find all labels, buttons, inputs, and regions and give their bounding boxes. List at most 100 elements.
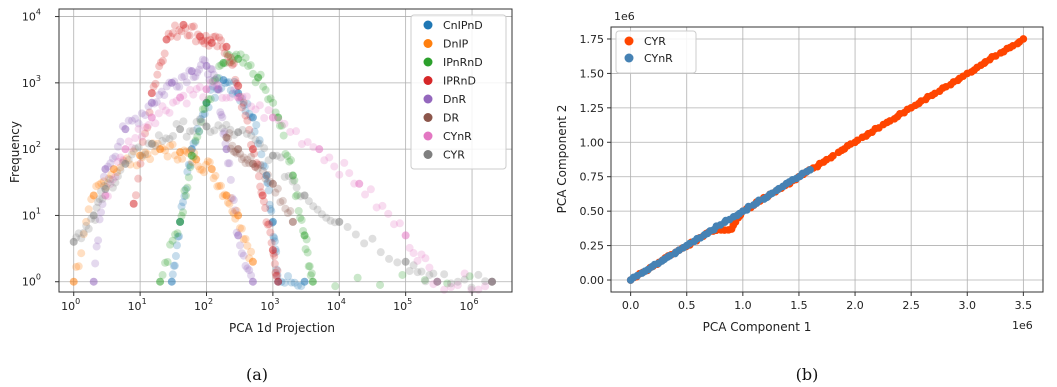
data-point (157, 58, 166, 67)
data-point (127, 143, 136, 152)
data-point (264, 186, 273, 195)
data-point (256, 70, 265, 79)
data-point (280, 278, 289, 287)
data-point (69, 237, 78, 246)
data-point (234, 211, 243, 220)
data-point (243, 99, 252, 108)
data-point (206, 95, 215, 104)
data-point (251, 105, 260, 114)
legend-marker (423, 20, 433, 30)
caption-b: (b) (796, 365, 819, 384)
data-point (182, 99, 191, 108)
data-point (300, 277, 309, 286)
y-tick-exponent: 4 (36, 8, 41, 17)
x-tick-exponent: 5 (407, 297, 412, 306)
data-point (101, 185, 110, 194)
data-point (465, 272, 474, 281)
data-point (248, 159, 257, 168)
data-point (309, 202, 318, 211)
data-point (260, 162, 269, 171)
data-point (331, 282, 340, 291)
data-point (141, 123, 150, 132)
data-point (167, 277, 176, 286)
data-point (268, 217, 277, 226)
legend-label: CnIPnD (443, 19, 483, 32)
data-point (243, 264, 252, 273)
data-point (302, 235, 311, 244)
data-point (176, 93, 185, 102)
data-point (236, 50, 245, 59)
data-point (108, 154, 117, 163)
data-point (361, 190, 370, 199)
data-point (222, 191, 231, 200)
data-point (116, 153, 125, 162)
data-point (366, 185, 375, 194)
data-point (243, 155, 252, 164)
data-point (251, 135, 260, 144)
data-point (214, 121, 223, 130)
data-point (223, 78, 232, 87)
data-point (236, 149, 245, 158)
data-point (158, 271, 167, 280)
x-axis-label: PCA 1d Projection (229, 321, 335, 335)
data-point (189, 73, 198, 82)
data-point (124, 116, 133, 125)
data-point (368, 234, 377, 243)
caption-a: (a) (246, 365, 268, 384)
data-point (136, 159, 145, 168)
data-point (270, 252, 279, 261)
legend-label: CYnR (443, 130, 472, 143)
data-point (417, 267, 426, 276)
data-point (179, 117, 188, 126)
data-point (103, 162, 112, 171)
data-point (79, 228, 88, 237)
legend: CYR CYnR (615, 30, 697, 74)
data-point (223, 159, 232, 168)
data-point (222, 93, 231, 102)
data-point (192, 85, 201, 94)
data-point (283, 151, 292, 160)
data-point (195, 115, 204, 124)
data-point (243, 241, 252, 250)
data-point (177, 27, 186, 36)
data-point (237, 224, 246, 233)
data-point (262, 171, 271, 180)
data-point (202, 85, 211, 94)
data-point (353, 273, 362, 282)
data-point (216, 181, 225, 190)
data-point (176, 148, 185, 157)
data-point (228, 60, 237, 69)
data-point (74, 229, 83, 238)
data-point (211, 171, 220, 180)
x-tick-label: 3.0 (959, 299, 977, 312)
data-point (158, 102, 167, 111)
data-point (395, 219, 404, 228)
data-point (121, 159, 130, 168)
x-tick-label: 106 (459, 297, 478, 313)
data-point (234, 231, 243, 240)
data-point (288, 171, 297, 180)
data-point (252, 120, 261, 129)
data-point (246, 61, 255, 70)
data-point (269, 98, 278, 107)
data-point (127, 116, 136, 125)
data-point (351, 230, 360, 239)
data-point (141, 150, 150, 159)
data-point (421, 277, 430, 286)
data-point (241, 159, 250, 168)
data-point (307, 269, 316, 278)
data-point (270, 234, 279, 243)
data-point (234, 81, 243, 90)
data-point (241, 234, 250, 243)
y-axis-label: PCA Component 2 (555, 105, 569, 214)
data-point (161, 146, 170, 155)
data-point (189, 90, 198, 99)
data-point (177, 211, 186, 220)
data-point (205, 75, 214, 84)
legend: CnIPnD DnIP IPnRnD IPRnD DnR DR CYnR CYR (410, 14, 507, 170)
data-point (197, 36, 206, 45)
y-tick-exponent: 0 (36, 273, 41, 282)
data-point (91, 215, 100, 224)
data-point (187, 151, 196, 160)
data-point (160, 91, 169, 100)
